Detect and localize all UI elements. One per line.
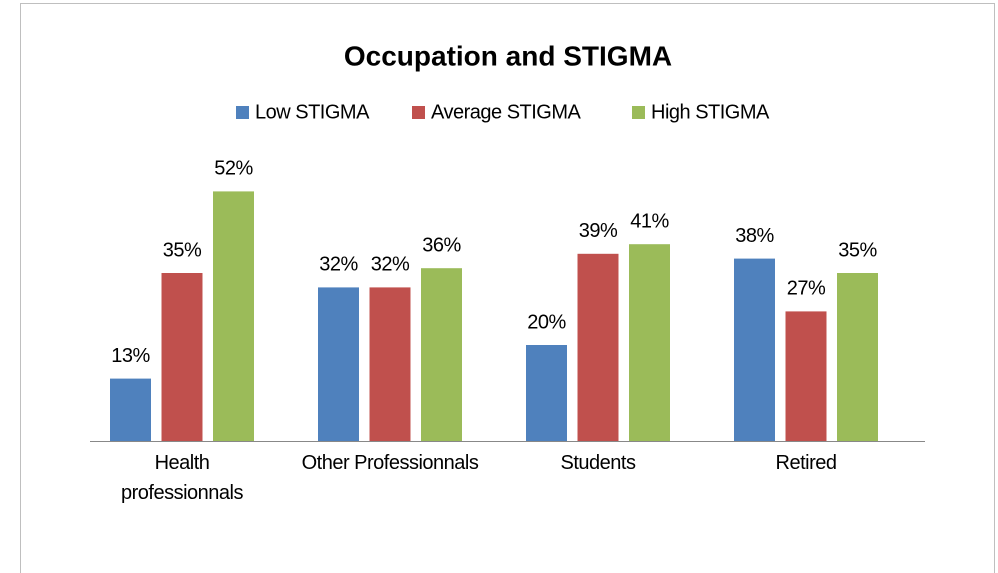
value-label: 35% [163, 239, 202, 261]
legend-label: Average STIGMA [431, 101, 582, 123]
bar [421, 268, 462, 441]
value-label: 52% [214, 158, 253, 180]
legend-label: High STIGMA [651, 101, 770, 123]
legend-swatch [412, 106, 425, 119]
value-label: 27% [787, 278, 826, 300]
value-label: 32% [319, 254, 358, 276]
value-label: 41% [630, 210, 669, 232]
chart-title: Occupation and STIGMA [344, 40, 672, 71]
x-tick-label: Other Professionnals [301, 452, 479, 474]
value-label: 32% [371, 254, 410, 276]
bar [369, 287, 411, 441]
bar [161, 273, 203, 441]
legend-label: Low STIGMA [255, 101, 370, 123]
bar [526, 345, 567, 441]
bar [785, 311, 827, 441]
bar [110, 378, 151, 441]
bar [213, 191, 254, 441]
value-label: 35% [838, 239, 877, 261]
chart-frame [20, 3, 995, 573]
legend-swatch [632, 106, 645, 119]
value-label: 38% [735, 225, 774, 247]
bar [577, 253, 619, 441]
legend-swatch [236, 106, 249, 119]
x-tick-label: Health professionnals [121, 452, 243, 504]
value-label: 13% [111, 345, 150, 367]
bar [837, 273, 878, 441]
value-label: 20% [527, 311, 566, 333]
value-label: 39% [579, 220, 618, 242]
x-tick-label: Retired [775, 452, 837, 474]
bar [629, 244, 670, 441]
bar [318, 287, 359, 441]
x-tick-label: Students [560, 452, 636, 474]
value-label: 36% [422, 234, 461, 256]
bar [734, 258, 775, 441]
